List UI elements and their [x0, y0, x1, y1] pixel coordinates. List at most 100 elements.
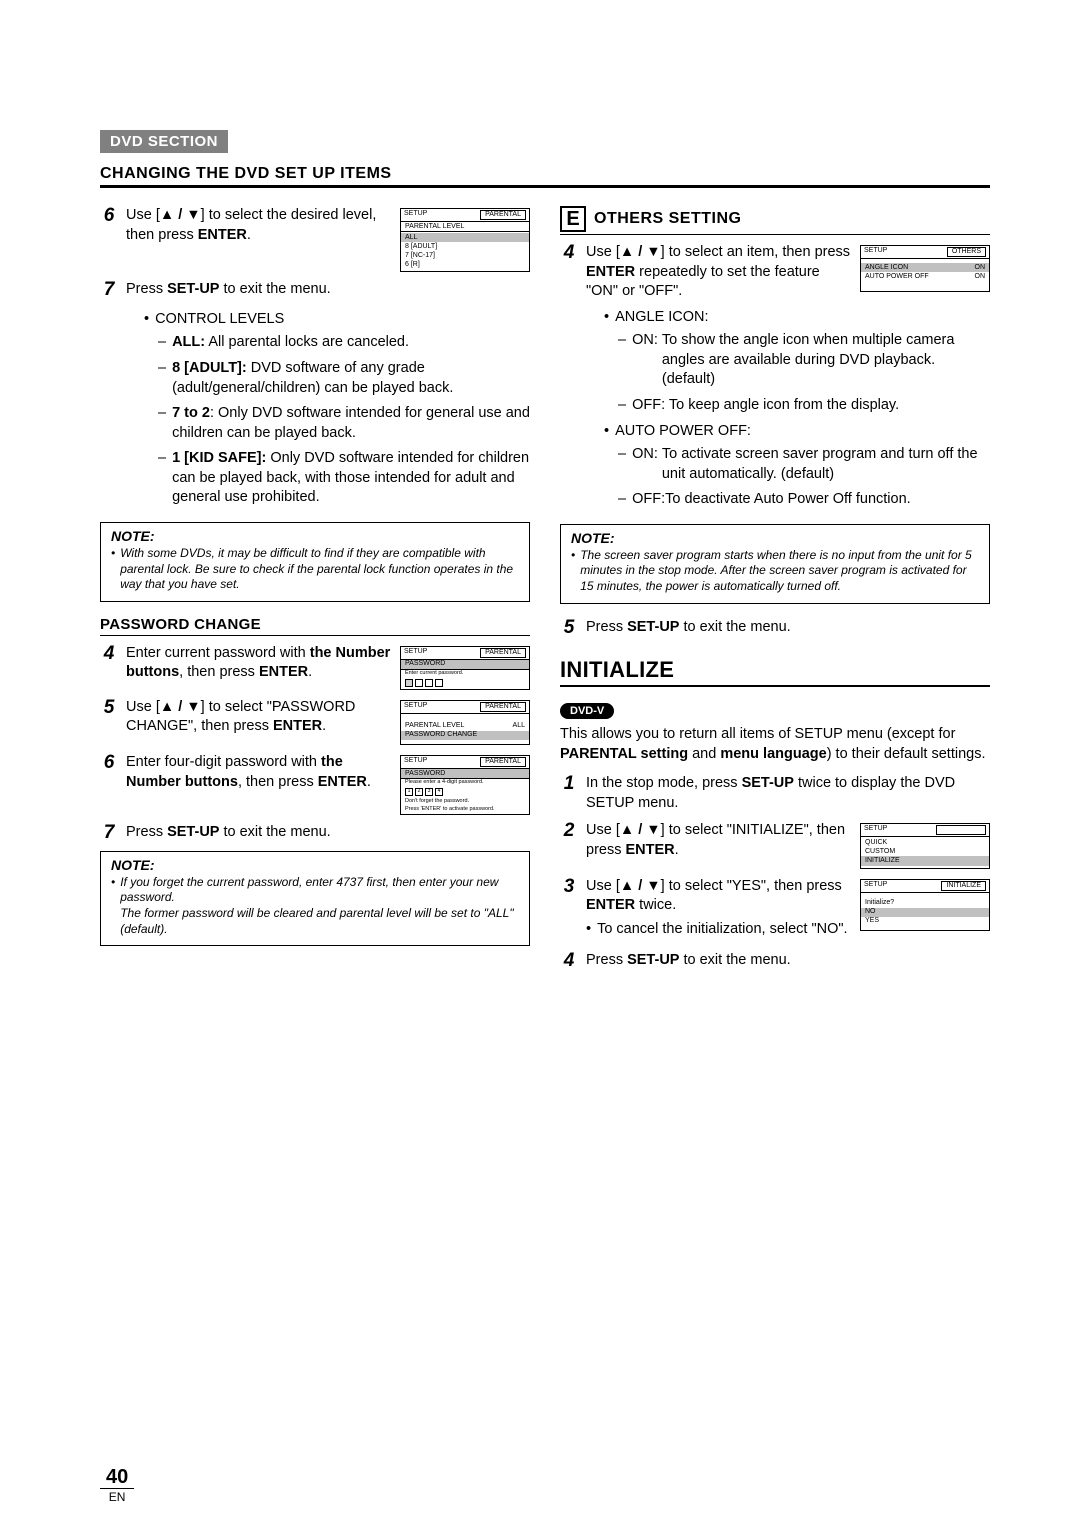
step-number: 1 — [560, 774, 578, 813]
mini-opt: CUSTOM — [861, 847, 989, 856]
mini-setup: SETUP — [404, 702, 476, 712]
note-text: The screen saver program starts when the… — [580, 548, 979, 595]
step-number: 2 — [560, 821, 578, 868]
step-number: 6 — [100, 753, 118, 815]
page-number: 40 EN — [100, 1466, 134, 1504]
mini-opt: PASSWORD CHANGE — [401, 731, 529, 740]
page-num-value: 40 — [100, 1466, 134, 1489]
menu-init-confirm: SETUP INITIALIZE Initialize? NO YES — [860, 879, 990, 931]
mini-opt: YES — [861, 917, 989, 926]
divider — [560, 685, 990, 687]
text: Use [ — [126, 207, 160, 223]
text: Use [ — [586, 244, 620, 260]
step-number: 7 — [100, 280, 118, 514]
text: ON: — [632, 445, 658, 484]
text: To activate screen saver program and tur… — [662, 445, 990, 484]
enter-label: ENTER — [586, 897, 635, 913]
text: OFF:To deactivate Auto Power Off functio… — [632, 491, 911, 507]
text: 1 [KID SAFE]: — [172, 450, 266, 466]
mini-setup: SETUP — [404, 210, 476, 220]
mini-val: ON — [975, 273, 986, 281]
mini-opt: 6 [R] — [401, 260, 529, 269]
mini-opt: 8 [ADULT] — [401, 242, 529, 251]
text: 8 [ADULT]: — [172, 360, 247, 376]
mini-setup: SETUP — [864, 247, 943, 257]
mini-tab: INITIALIZE — [941, 881, 986, 891]
page-title: CHANGING THE DVD SET UP ITEMS — [100, 165, 990, 183]
mini-val: ALL — [513, 722, 525, 730]
init-step-3: 3 Use [▲ / ▼] to select "YES", then pres… — [560, 877, 990, 944]
arrows: ▲ / ▼ — [620, 878, 661, 894]
mini-val: ON — [975, 264, 986, 272]
text: to exit the menu. — [219, 281, 330, 297]
step-number: 7 — [100, 823, 118, 843]
text: All parental locks are canceled. — [205, 334, 409, 350]
text: Press — [586, 952, 627, 968]
text: Press — [126, 281, 167, 297]
mini-setup: SETUP — [864, 881, 937, 891]
note-box: NOTE: •If you forget the current passwor… — [100, 851, 530, 946]
arrows: ▲ / ▼ — [160, 699, 201, 715]
arrows: ▲ / ▼ — [620, 822, 661, 838]
setup-label: SET-UP — [627, 952, 679, 968]
auto-label: AUTO POWER OFF: — [615, 422, 751, 442]
others-heading: OTHERS SETTING — [594, 210, 741, 228]
text: Press — [586, 619, 627, 635]
note-text: If you forget the current password, ente… — [120, 875, 498, 905]
text: : Only DVD software intended for general… — [172, 405, 530, 441]
menu-init-list: SETUP QUICK CUSTOM INITIALIZE — [860, 823, 990, 868]
pw-step-7: 7 Press SET-UP to exit the menu. — [100, 823, 530, 843]
menu-password-change: SETUPPARENTAL PARENTAL LEVELALL PASSWORD… — [400, 700, 530, 745]
note-box: NOTE: •The screen saver program starts w… — [560, 524, 990, 604]
step-number: 4 — [560, 951, 578, 971]
text: In the stop mode, press — [586, 775, 742, 791]
text: ALL: — [172, 334, 205, 350]
mini-opt: INITIALIZE — [861, 856, 989, 865]
text: Use [ — [126, 699, 160, 715]
step-6: 6 Use [▲ / ▼] to select the desired leve… — [100, 206, 530, 272]
text: . — [367, 774, 371, 790]
mini-tab: PARENTAL — [480, 210, 526, 220]
mini-tab — [936, 825, 986, 835]
text: ] to select "YES", then press — [661, 878, 842, 894]
menu-parental-level: SETUPPARENTAL PARENTAL LEVEL ALL 8 [ADUL… — [400, 208, 530, 272]
section-badge: DVD SECTION — [100, 130, 228, 153]
step-7: 7 Press SET-UP to exit the menu. •CONTRO… — [100, 280, 530, 514]
menu-others: SETUPOTHERS ANGLE ICONON AUTO POWER OFFO… — [860, 245, 990, 292]
text: . — [247, 227, 251, 243]
setup-label: SET-UP — [742, 775, 794, 791]
menu-password-new: SETUPPARENTAL PASSWORD Please enter a 4-… — [400, 755, 530, 815]
text: and — [688, 746, 720, 762]
text: OFF: To keep angle icon from the display… — [632, 397, 899, 413]
mini-setup: SETUP — [404, 648, 476, 658]
menu-password-enter: SETUPPARENTAL PASSWORD Enter current pas… — [400, 646, 530, 690]
text: . — [308, 664, 312, 680]
mini-box: 4 — [435, 788, 443, 796]
enter-label: ENTER — [198, 227, 247, 243]
text: to exit the menu. — [679, 619, 790, 635]
control-levels-label: CONTROL LEVELS — [155, 310, 284, 330]
note-text: With some DVDs, it may be difficult to f… — [120, 546, 519, 593]
mini-sub: Please enter a 4-digit password. — [401, 779, 529, 787]
mini-opt: NO — [861, 908, 989, 917]
step-number: 3 — [560, 877, 578, 944]
step-number: 4 — [560, 243, 578, 516]
text: menu language — [720, 746, 826, 762]
setup-label: SET-UP — [167, 281, 219, 297]
pw-step-4: 4 Enter current password with the Number… — [100, 644, 530, 690]
text: ON: — [632, 331, 658, 390]
step-number: 5 — [560, 618, 578, 638]
mini-tab: PARENTAL — [480, 648, 526, 658]
text: . — [322, 718, 326, 734]
angle-label: ANGLE ICON: — [615, 308, 708, 328]
mini-setup: SETUP — [404, 757, 476, 767]
note-title: NOTE: — [571, 530, 979, 546]
text: , then press — [179, 664, 259, 680]
mini-title: PASSWORD — [401, 769, 529, 778]
note-title: NOTE: — [111, 528, 519, 544]
text: This allows you to return all items of S… — [560, 726, 955, 742]
init-step-2: 2 Use [▲ / ▼] to select "INITIALIZE", th… — [560, 821, 990, 868]
text: ] to select an item, then press — [661, 244, 850, 260]
mini-sub: Initialize? — [861, 899, 989, 908]
divider — [560, 234, 990, 235]
